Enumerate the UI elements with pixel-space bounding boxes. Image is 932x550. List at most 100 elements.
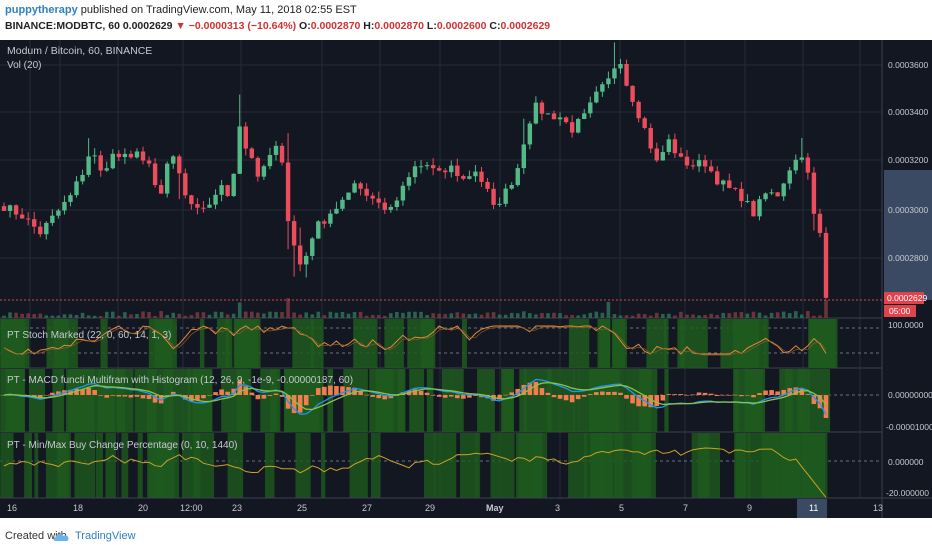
candle-body	[219, 185, 224, 195]
volume-bar	[455, 312, 460, 318]
macd-histogram-bar	[461, 395, 466, 399]
candle-body	[74, 181, 79, 196]
volume-bar	[280, 311, 284, 318]
macd-histogram-bar	[352, 387, 357, 395]
high-label: H:	[360, 20, 375, 32]
candle-body	[255, 157, 261, 177]
candle-body	[291, 221, 297, 246]
main-legend-title: Modum / Bitcoin, 60, BINANCE	[7, 45, 153, 57]
volume-bar	[92, 315, 97, 318]
signal-shade	[121, 433, 129, 498]
macd-histogram-bar	[696, 392, 702, 395]
xtick-label: 16	[7, 503, 17, 513]
volume-bar	[576, 315, 580, 318]
chart-svg[interactable]: 0.0002629 05:00 0.0003600 0.0003400 0.00…	[0, 40, 932, 518]
macd-histogram-bar	[811, 395, 817, 405]
signal-shade	[680, 319, 708, 368]
macd-histogram-bar	[539, 388, 545, 395]
macd-histogram-bar	[763, 390, 768, 395]
macd-histogram-bar	[219, 389, 224, 395]
macd-histogram-bar	[195, 395, 200, 401]
volume-bar	[68, 314, 73, 318]
candle-body	[539, 102, 545, 114]
low-value: 0.0002600	[436, 20, 487, 32]
macd-histogram-bar	[678, 394, 684, 395]
volume-bar	[685, 314, 689, 318]
macd-histogram-bar	[551, 395, 557, 398]
signal-shade	[409, 369, 425, 432]
candle-body	[13, 205, 19, 215]
volume-bar	[328, 311, 333, 318]
macd-histogram-bar	[297, 395, 303, 413]
signal-shade	[295, 433, 311, 498]
macd-histogram-bar	[769, 390, 774, 395]
volume-bar	[358, 311, 363, 318]
macd-histogram-bar	[267, 395, 273, 396]
candle-body	[557, 117, 563, 120]
volume-bar	[171, 312, 176, 318]
chart-area[interactable]: 0.0002629 05:00 0.0003600 0.0003400 0.00…	[0, 40, 932, 518]
candle-body	[630, 85, 635, 102]
candle-body	[189, 195, 194, 205]
stoch-panel-title: PT Stoch Marked (22, 0, 60, 14, 1, 3)	[7, 330, 172, 341]
volume-bars	[2, 298, 828, 318]
signal-shade	[771, 433, 778, 498]
volume-bar	[515, 313, 520, 318]
candle-body	[569, 122, 575, 133]
macd-histogram-bar	[781, 389, 786, 395]
macd-histogram-bar	[817, 395, 823, 409]
macd-histogram-bar	[225, 391, 230, 395]
macd-histogram-bar	[606, 391, 611, 395]
candle-body	[600, 84, 605, 92]
publish-text: published on TradingView.com, May 11, 20…	[77, 4, 357, 16]
signal-shade	[664, 369, 669, 432]
volume-bar	[425, 314, 429, 318]
macd-histogram-bar	[86, 387, 91, 395]
volume-bar	[201, 312, 206, 318]
macd-histogram-bar	[612, 391, 617, 395]
candle-body	[449, 165, 454, 173]
price-tick: 0.0003400	[888, 107, 928, 117]
signal-shade	[720, 319, 749, 368]
volume-bar	[661, 313, 665, 318]
candle-body	[708, 166, 714, 172]
candle-body	[56, 210, 61, 216]
signal-shade	[477, 369, 495, 432]
volume-bar	[32, 314, 37, 318]
author-link[interactable]: puppytherapy	[5, 4, 78, 16]
symbol-ohlc-line: BINANCE:MODBTC, 60 0.0002629 ▼ −0.000031…	[5, 19, 550, 34]
signal-shade	[247, 319, 253, 368]
macd-histogram-bar	[98, 395, 104, 396]
macd-histogram-bar	[430, 395, 436, 396]
candle-body	[684, 156, 690, 166]
volume-bar	[376, 315, 381, 318]
signal-shade	[595, 369, 620, 432]
candle-body	[261, 166, 267, 177]
candle-body	[412, 166, 418, 178]
volume-bar	[745, 313, 750, 318]
candle-body	[823, 232, 829, 298]
candle-body	[406, 177, 412, 186]
candle-body	[594, 91, 599, 103]
candle-body	[678, 153, 684, 157]
macd-histogram-bar	[775, 391, 780, 395]
candle-body	[98, 155, 103, 171]
macd-histogram-bar	[249, 392, 255, 395]
footer-brand-link[interactable]: TradingView	[75, 530, 136, 542]
macd-histogram-bar	[448, 395, 454, 397]
signal-shade	[163, 369, 192, 432]
macd-histogram-bar	[672, 394, 678, 395]
candle-body	[152, 163, 158, 186]
macd-histogram-bar	[684, 394, 690, 396]
signal-shade	[148, 319, 160, 368]
volume-bar	[395, 311, 399, 318]
macd-histogram-bar	[581, 395, 587, 397]
volume-bar	[739, 312, 744, 318]
macd-histogram-bar	[497, 395, 502, 400]
signal-shade	[154, 319, 173, 368]
candle-body	[328, 213, 333, 224]
signal-shade	[71, 369, 75, 432]
price-tick: 0.0003200	[888, 155, 928, 165]
signal-shade	[269, 369, 278, 432]
volume-bar	[431, 313, 435, 318]
